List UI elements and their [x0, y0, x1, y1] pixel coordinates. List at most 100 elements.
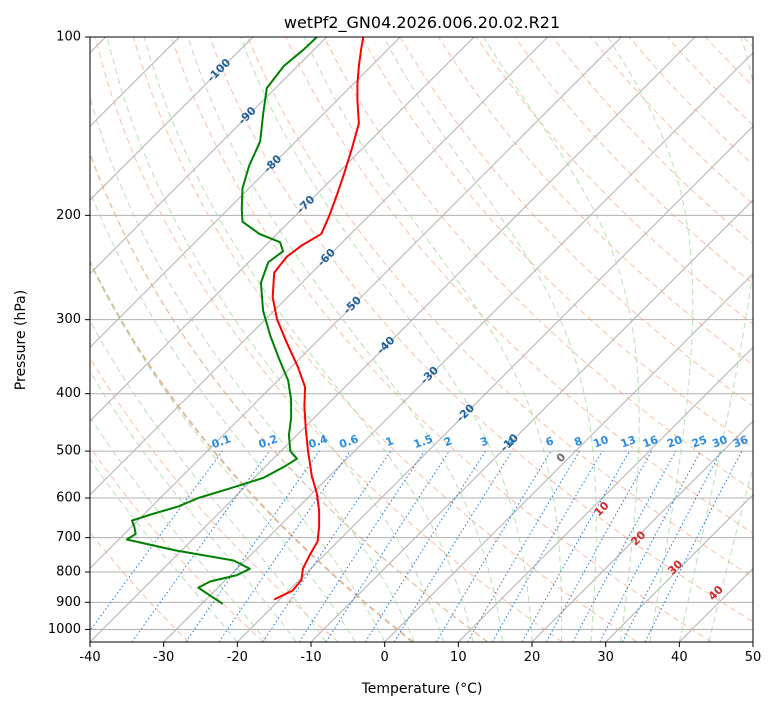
isotherm-line	[384, 272, 753, 642]
moist-adiabat-line	[607, 37, 694, 642]
y-tick-label: 900	[56, 595, 81, 610]
moist-adiabat-line	[90, 260, 356, 642]
x-axis-label: Temperature (°C)	[361, 681, 483, 697]
dry-adiabat-line	[90, 446, 264, 642]
reference-lines	[90, 37, 753, 642]
dry-adiabat-line	[514, 37, 753, 285]
dry-adiabat-line	[132, 37, 638, 642]
mixing-ratio-label: 30	[710, 433, 729, 451]
mixing-ratio-label: 0.2	[257, 432, 280, 451]
mixing-ratio-line	[262, 450, 392, 642]
dry-adiabat-line	[476, 37, 753, 325]
isotherm-line	[90, 37, 475, 422]
moist-adiabat-line	[239, 37, 533, 642]
mixing-ratio-line	[491, 450, 603, 642]
x-tick-label: -40	[79, 650, 100, 665]
y-tick-label: 800	[56, 565, 81, 580]
y-tick-label: 600	[56, 491, 81, 506]
y-axis-label: Pressure (hPa)	[13, 290, 29, 390]
y-tick-label: 1000	[48, 622, 81, 637]
mixing-ratio-label: 3	[478, 434, 490, 449]
mixing-ratio-line	[393, 450, 513, 642]
mixing-ratio-label: 2	[442, 434, 454, 449]
dry-adiabat-line	[90, 356, 339, 642]
mixing-ratio-label: 1	[384, 434, 396, 449]
isotherm-line	[457, 346, 753, 642]
isotherm-line	[90, 37, 696, 642]
x-tick-label: -30	[153, 650, 174, 665]
mixing-ratio-label: 0.1	[210, 432, 233, 451]
plot-background	[90, 37, 753, 642]
moist-adiabat-line	[187, 37, 504, 642]
mixing-ratio-line	[644, 450, 743, 642]
mixing-ratio-line	[435, 450, 552, 642]
isotherm-line	[531, 420, 753, 642]
x-tick-label: 50	[745, 650, 762, 665]
moist-adiabat-line	[90, 96, 415, 642]
moist-adiabat-line	[90, 458, 238, 642]
x-tick-label: 30	[597, 650, 614, 665]
dry-adiabat-line	[285, 37, 753, 535]
isotherm-line	[90, 37, 622, 570]
isotherm-line	[90, 37, 549, 496]
isotherm-line	[90, 37, 328, 275]
dry-adiabat-line	[323, 37, 753, 491]
temperature-profile-line	[271, 37, 365, 601]
mixing-ratio-label: 4	[505, 434, 517, 449]
mixing-ratio-line	[218, 450, 351, 642]
y-tick-label: 400	[56, 386, 81, 401]
sounding-lines	[125, 37, 365, 605]
y-tick-label: 500	[56, 444, 81, 459]
y-tick-label: 300	[56, 312, 81, 327]
moist-adiabat-line	[708, 466, 753, 642]
mixing-ratio-label: 0.6	[338, 432, 361, 451]
moist-adiabat-line	[383, 37, 597, 642]
isotherm-line	[163, 51, 753, 642]
mixing-ratio-label: 6	[544, 434, 556, 449]
mixing-ratio-label: 16	[641, 433, 660, 451]
moist-adiabat-line	[90, 416, 268, 642]
x-tick-label: -20	[227, 650, 248, 665]
dry-adiabat-line	[94, 37, 563, 642]
mixing-ratio-line	[467, 450, 580, 642]
mixing-ratio-label: 13	[619, 433, 638, 450]
dry-adiabat-line	[171, 37, 713, 642]
x-tick-label: 10	[450, 650, 467, 665]
moist-adiabat-line	[90, 319, 327, 642]
mixing-ratio-label: 8	[572, 434, 584, 449]
moist-adiabat-line	[90, 189, 386, 642]
mixing-ratio-label: 36	[731, 433, 750, 451]
isotherm-line	[90, 37, 254, 201]
mixing-ratio-label: 10	[592, 433, 611, 451]
moist-adiabat-line	[106, 37, 445, 642]
plot-frame	[89, 36, 754, 643]
mixing-ratio-label: 25	[690, 433, 709, 450]
x-tick-label: -10	[300, 650, 321, 665]
dewpoint-profile-line	[125, 37, 318, 605]
isotherm-line	[236, 125, 753, 642]
chart-title: wetPf2_GN04.2026.006.20.02.R21	[284, 13, 560, 33]
axes: -40 -30 -20 -10 0 10 20 30 40 5010020030040050060…	[48, 30, 761, 666]
mixing-ratio-label: 0.4	[307, 432, 330, 451]
mixing-ratio-line	[521, 450, 630, 642]
y-tick-label: 100	[56, 30, 81, 45]
x-tick-label: 0	[381, 650, 389, 665]
x-tick-label: 20	[524, 650, 541, 665]
mixing-ratio-label: 20	[665, 433, 684, 451]
mixing-ratio-line	[131, 450, 270, 642]
moist-adiabat-line	[482, 37, 640, 642]
isotherm-line	[90, 37, 401, 349]
mixing-ratio-label: 1.5	[412, 432, 435, 451]
y-tick-label: 200	[56, 208, 81, 223]
isotherm-line	[605, 493, 753, 642]
dry-adiabat-line	[247, 37, 753, 578]
moist-adiabat-line	[678, 37, 753, 642]
dry-adiabat-line	[209, 37, 753, 623]
mixing-ratio-line	[185, 450, 320, 642]
mixing-ratio-line	[545, 450, 653, 642]
moist-adiabat-line	[90, 370, 297, 642]
moist-adiabat-line	[143, 37, 474, 642]
y-tick-label: 700	[56, 530, 81, 545]
